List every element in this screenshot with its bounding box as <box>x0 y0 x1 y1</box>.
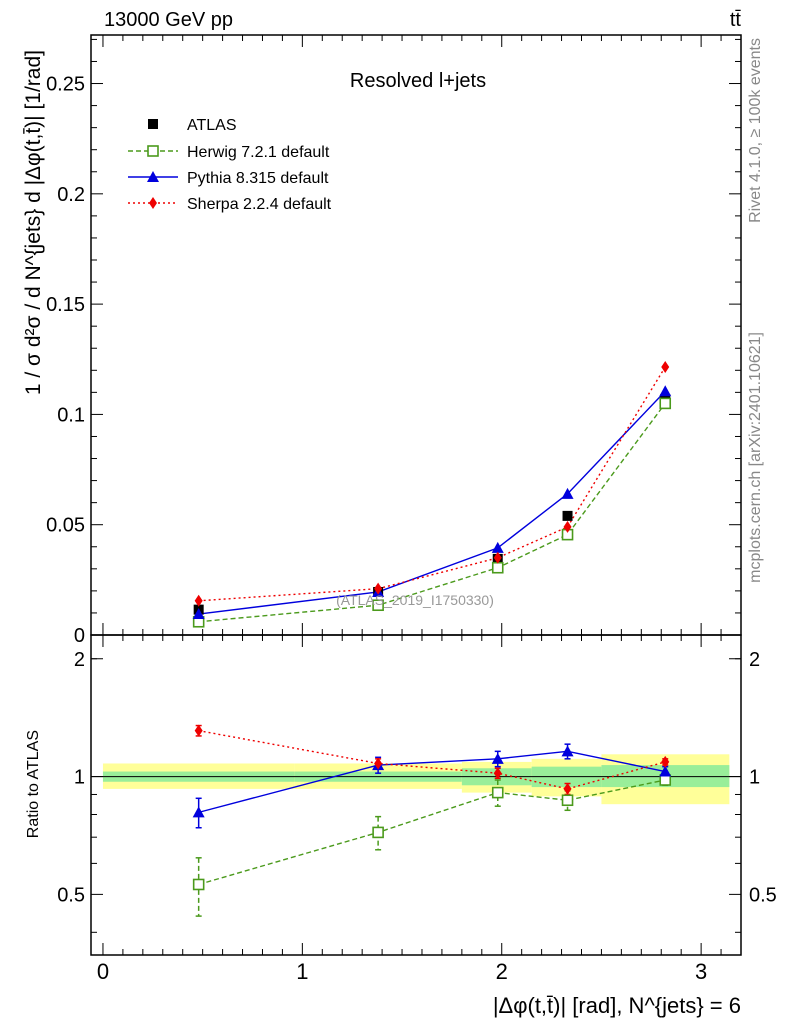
tick-label: 2 <box>749 649 760 671</box>
pythia-point <box>561 487 574 499</box>
herwig-point <box>659 397 672 410</box>
pythia-main-line <box>198 390 666 615</box>
pythia-point <box>659 385 672 397</box>
mcplots-label: mcplots.cern.ch [arXiv:2401.10621] <box>747 332 764 583</box>
sherpa-ratio-point <box>563 782 572 795</box>
legend-entry-sherpa: Sherpa 2.2.4 default <box>187 196 332 213</box>
tick-label: 1 <box>74 767 85 789</box>
sherpa-point <box>493 551 502 564</box>
ratio-axis-label: Ratio to ATLAS <box>25 730 42 838</box>
tick-label: 0.5 <box>57 884 85 906</box>
chart-title: Resolved l+jets <box>350 70 486 92</box>
atlas-legend-marker <box>148 119 158 129</box>
tick-label: 0 <box>97 959 109 984</box>
legend-entry-herwig: Herwig 7.2.1 default <box>187 144 330 161</box>
x-axis-label: |Δφ(t,t̄)| [rad], N^{jets} = 6 <box>493 993 741 1018</box>
axis-tick-labels: 0 1 2 3 0 0.05 0.1 0.15 0.2 0.25 0.5 0.5 1 1 2 2 <box>46 74 777 984</box>
sherpa-ratio-point <box>194 724 203 737</box>
herwig-ratio-point <box>372 826 384 839</box>
sherpa-ratio-point <box>374 757 383 770</box>
sherpa-legend-marker <box>149 197 157 209</box>
sherpa-ratio-point <box>493 767 502 780</box>
process-label: tt̄ <box>730 9 742 31</box>
ratio-plot-frame <box>90 634 742 956</box>
pythia-legend-marker <box>147 171 159 182</box>
tick-label: 0 <box>74 625 85 647</box>
y-axis-label: 1 / σ d²σ / d N^{jets} d |Δφ(t,t̄)| [1/r… <box>22 50 45 395</box>
data-markers <box>192 360 672 891</box>
tick-label: 0.15 <box>46 294 85 316</box>
pythia-ratio-point <box>491 752 504 764</box>
rivet-version-label: Rivet 4.1.0, ≥ 100k events <box>747 38 764 223</box>
tick-label: 0.1 <box>57 404 85 426</box>
sherpa-ratio-line <box>198 729 666 790</box>
pythia-ratio-point <box>192 806 205 818</box>
pythia-point <box>491 541 504 553</box>
sherpa-point <box>661 360 670 373</box>
tick-label: 0.25 <box>46 74 85 96</box>
tick-label: 0.2 <box>57 184 85 206</box>
tick-label: 2 <box>74 649 85 671</box>
plot-frames <box>90 34 742 956</box>
herwig-ratio-point <box>561 794 574 807</box>
tick-label: 1 <box>749 767 760 789</box>
herwig-ratio-point <box>491 786 504 799</box>
herwig-legend-marker <box>147 145 159 157</box>
series-lines <box>198 366 666 886</box>
tick-label: 0.05 <box>46 515 85 537</box>
herwig-main-line <box>198 402 666 623</box>
axis-ticks <box>91 35 741 955</box>
sherpa-point <box>194 594 203 607</box>
legend: ATLAS Herwig 7.2.1 default Pythia 8.315 de… <box>128 117 332 213</box>
sherpa-point <box>563 520 572 533</box>
analysis-watermark: (ATLAS_2019_I1750330) <box>336 592 494 608</box>
herwig-ratio-point <box>192 878 205 891</box>
pythia-point <box>192 608 205 620</box>
tick-label: 3 <box>695 959 707 984</box>
atlas-point <box>562 510 573 521</box>
tick-label: 1 <box>296 959 308 984</box>
sherpa-ratio-point <box>661 755 670 768</box>
legend-entry-atlas: ATLAS <box>187 117 237 134</box>
tick-label: 2 <box>496 959 508 984</box>
pythia-ratio-point <box>561 745 574 757</box>
ratio-uncertainty-bands <box>102 754 730 805</box>
pythia-ratio-point <box>659 765 672 777</box>
sherpa-point <box>374 582 383 595</box>
error-bars <box>195 724 669 917</box>
legend-entry-pythia: Pythia 8.315 default <box>187 170 329 187</box>
herwig-point <box>372 599 384 612</box>
tick-label: 0.5 <box>749 884 777 906</box>
sherpa-main-line <box>198 366 666 602</box>
energy-label: 13000 GeV pp <box>104 9 233 31</box>
herwig-point <box>491 561 504 574</box>
